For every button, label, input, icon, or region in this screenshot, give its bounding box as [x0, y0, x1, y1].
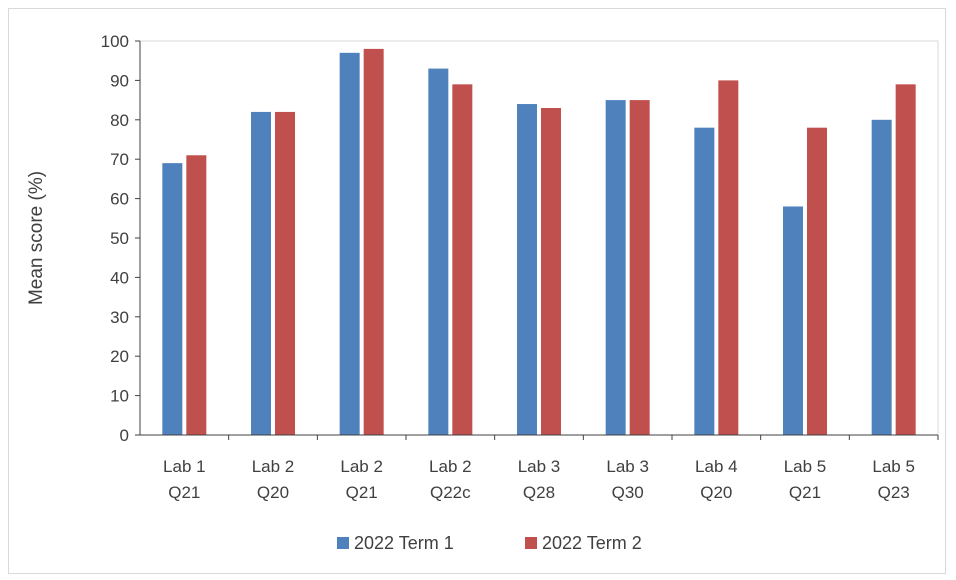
- y-tick-label: 10: [110, 387, 129, 406]
- x-tick-label: Q20: [700, 483, 732, 502]
- bar-term2: [452, 84, 473, 435]
- x-tick-label: Q21: [789, 483, 821, 502]
- y-axis-title: Mean score (%): [26, 171, 47, 305]
- x-tick-label: Q28: [523, 483, 555, 502]
- bars-group: [162, 48, 916, 436]
- legend: 2022 Term 1 2022 Term 2: [337, 533, 642, 553]
- y-tick-label: 0: [120, 426, 129, 445]
- bar-term2: [718, 80, 739, 436]
- y-tick-label: 80: [110, 111, 129, 130]
- bar-term1: [694, 127, 715, 436]
- y-tick-label: 60: [110, 190, 129, 209]
- x-tick-label: Lab 3: [606, 457, 649, 476]
- bar-term1: [162, 163, 183, 435]
- bar-term2: [363, 48, 384, 435]
- y-tick-label: 90: [110, 71, 129, 90]
- y-tick-label: 100: [101, 32, 129, 51]
- x-tick-label: Q30: [612, 483, 644, 502]
- y-tick-labels: 0 10 20 30 40 50 60 70 80 90 100: [101, 32, 129, 445]
- x-tick-label: Q20: [257, 483, 289, 502]
- x-tick-label: Q22c: [430, 483, 471, 502]
- y-tick-label: 50: [110, 229, 129, 248]
- y-tick-label: 30: [110, 308, 129, 327]
- bar-term1: [251, 111, 271, 436]
- bar-term1: [871, 119, 892, 436]
- legend-swatch: [525, 537, 537, 549]
- legend-label: 2022 Term 1: [354, 533, 454, 553]
- bar-term1: [783, 206, 803, 435]
- x-tick-label: Lab 5: [872, 457, 915, 476]
- x-tick-label: Lab 2: [429, 457, 472, 476]
- x-tick-label: Q21: [168, 483, 200, 502]
- legend-swatch: [337, 537, 349, 549]
- x-tick-label: Q21: [346, 483, 378, 502]
- bar-term1: [517, 104, 537, 435]
- bar-term2: [186, 155, 207, 435]
- x-tick-label: Lab 4: [695, 457, 738, 476]
- bar-term2: [541, 107, 561, 435]
- bar-term1: [339, 52, 360, 435]
- bar-term1: [428, 68, 449, 435]
- x-tick-label: Q23: [878, 483, 910, 502]
- x-tick-label: Lab 5: [784, 457, 827, 476]
- bar-term2: [807, 127, 827, 436]
- bar-term2: [895, 84, 916, 435]
- bar-term2: [629, 100, 650, 435]
- x-tick-label: Lab 2: [252, 457, 295, 476]
- x-tick-label: Lab 2: [340, 457, 383, 476]
- y-tick-label: 20: [110, 347, 129, 366]
- axes-group: [135, 40, 939, 440]
- y-tick-label: 40: [110, 268, 129, 287]
- bar-term2: [275, 111, 295, 436]
- x-tick-labels: Lab 1 Q21 Lab 2 Q20 Lab 2 Q21 Lab 2 Q22c Lab 3 Q2…: [163, 457, 915, 502]
- bar-term1: [605, 100, 626, 435]
- legend-label: 2022 Term 2: [542, 533, 642, 553]
- y-tick-label: 70: [110, 150, 129, 169]
- x-tick-label: Lab 3: [518, 457, 561, 476]
- x-tick-label: Lab 1: [163, 457, 206, 476]
